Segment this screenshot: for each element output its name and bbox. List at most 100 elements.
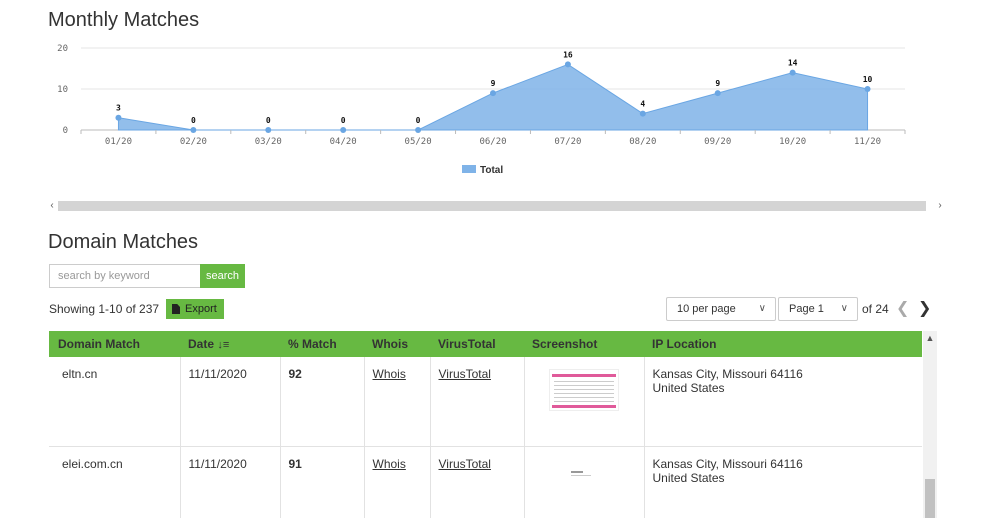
data-point — [639, 110, 646, 117]
header-date-label: Date — [188, 337, 215, 351]
x-tick-label: 07/20 — [554, 137, 581, 147]
per-page-value: 10 per page — [677, 303, 736, 315]
x-tick-label: 11/20 — [854, 137, 881, 147]
search-input[interactable] — [49, 264, 200, 288]
scrollbar-thumb[interactable] — [58, 201, 926, 211]
search-button[interactable]: search — [200, 264, 245, 288]
data-label: 14 — [788, 59, 798, 68]
per-page-select[interactable]: 10 per page ∨ — [666, 297, 776, 321]
match-cell: 91 — [280, 446, 365, 518]
horizontal-scrollbar[interactable]: ‹ › — [46, 200, 946, 212]
location-line: Kansas City, Missouri 64116 — [652, 456, 803, 471]
y-tick-label: 10 — [57, 85, 68, 95]
page-select[interactable]: Page 1 ∨ — [778, 297, 858, 321]
match-cell: 92 — [280, 357, 365, 447]
screenshot-thumbnail[interactable] — [549, 369, 619, 411]
scroll-up-icon[interactable]: ▲ — [925, 333, 935, 343]
domain-matches-title: Domain Matches — [48, 231, 199, 253]
scroll-left-icon[interactable]: ‹ — [50, 200, 54, 211]
header-ip-location[interactable]: IP Location — [644, 331, 922, 357]
data-point — [564, 61, 571, 68]
y-tick-label: 20 — [57, 44, 68, 54]
data-point — [115, 114, 122, 121]
table-row: elei.com.cn 11/11/2020 91 Whois VirusTot… — [49, 446, 922, 518]
whois-link[interactable]: Whois — [372, 367, 406, 381]
vertical-scrollbar[interactable]: ▲ — [923, 331, 937, 518]
vertical-scrollbar-thumb[interactable] — [925, 479, 935, 518]
monthly-matches-chart: 3 0 0 0 0 9 16 4 9 14 10 0 10 20 01/20 02/20 03/20 04/20… — [57, 44, 906, 176]
data-point — [415, 127, 422, 133]
chart-points — [115, 61, 871, 133]
ip-location-cell: Kansas City, Missouri 64116 United State… — [644, 357, 922, 447]
next-page-icon[interactable]: ❯ — [918, 300, 932, 317]
header-match[interactable]: % Match — [280, 331, 364, 357]
data-point — [864, 86, 871, 92]
virustotal-link[interactable]: VirusTotal — [438, 367, 491, 381]
location-line: Kansas City, Missouri 64116 — [652, 367, 803, 381]
sort-desc-icon[interactable]: ↓≡ — [217, 339, 230, 351]
data-label: 0 — [341, 116, 346, 125]
header-virustotal[interactable]: VirusTotal — [430, 331, 524, 357]
screenshot-cell — [524, 446, 645, 518]
data-label: 16 — [563, 50, 573, 59]
location-country: United States — [652, 470, 725, 485]
domain-matches-table: Domain Match Date ↓≡ % Match Whois Virus… — [49, 331, 922, 518]
chart-legend: Total — [462, 165, 503, 176]
chevron-down-icon: ∨ — [840, 303, 848, 314]
date-cell: 11/11/2020 — [180, 446, 281, 518]
series-area-total — [117, 63, 869, 131]
x-tick-label: 05/20 — [405, 137, 432, 147]
header-domain-match[interactable]: Domain Match — [49, 331, 180, 357]
chart-area — [117, 63, 869, 131]
chart-title: Monthly Matches — [48, 9, 200, 31]
data-point — [714, 90, 721, 97]
data-label: 10 — [863, 75, 873, 84]
data-label: 9 — [715, 79, 720, 88]
screenshot-thumbnail[interactable] — [549, 459, 619, 501]
ip-location-cell: Kansas City, Missouri 64116 United State… — [644, 446, 922, 518]
x-tick-label: 01/20 — [105, 137, 132, 147]
chevron-down-icon: ∨ — [758, 303, 766, 314]
screenshot-cell — [524, 357, 645, 447]
location-country: United States — [652, 381, 725, 395]
data-point — [490, 90, 496, 97]
virustotal-link[interactable]: VirusTotal — [438, 456, 491, 471]
data-label: 0 — [266, 116, 271, 125]
x-tick-label: 08/20 — [629, 137, 656, 147]
table-header-row: Domain Match Date ↓≡ % Match Whois Virus… — [49, 331, 922, 357]
chart-axes: 0 10 20 01/20 02/20 03/20 04/20 05/20 06/20 07/20… — [57, 44, 906, 147]
total-pages: of 24 — [862, 302, 889, 316]
export-label: Export — [185, 303, 217, 315]
domain-cell: elei.com.cn — [49, 446, 181, 518]
file-icon — [172, 304, 180, 314]
page-value: Page 1 — [789, 303, 824, 315]
header-date[interactable]: Date ↓≡ — [180, 331, 280, 357]
x-tick-label: 03/20 — [255, 137, 282, 147]
x-tick-label: 09/20 — [704, 137, 731, 147]
header-screenshot[interactable]: Screenshot — [524, 331, 644, 357]
domain-cell: eltn.cn — [49, 357, 181, 447]
scroll-right-icon[interactable]: › — [938, 200, 942, 211]
data-label: 4 — [640, 100, 645, 109]
previous-page-icon[interactable]: ❮ — [896, 300, 910, 317]
data-point — [340, 127, 347, 133]
x-tick-label: 04/20 — [330, 137, 357, 147]
data-label: 0 — [191, 116, 196, 125]
data-label: 9 — [491, 79, 496, 88]
screenshot-header-tab — [546, 327, 620, 333]
data-point — [789, 69, 796, 76]
x-tick-label: 10/20 — [779, 137, 806, 147]
whois-link[interactable]: Whois — [372, 456, 406, 471]
legend-swatch — [462, 165, 476, 173]
data-label: 3 — [116, 104, 121, 113]
results-count: Showing 1-10 of 237 — [49, 302, 160, 316]
x-tick-label: 02/20 — [180, 137, 207, 147]
chart-data-labels: 3 0 0 0 0 9 16 4 9 14 10 — [116, 50, 873, 125]
export-button[interactable]: Export — [166, 299, 224, 319]
header-whois[interactable]: Whois — [364, 331, 430, 357]
date-cell: 11/11/2020 — [180, 357, 281, 447]
table-row: eltn.cn 11/11/2020 92 Whois VirusTotal K… — [49, 357, 922, 447]
y-tick-label: 0 — [63, 126, 68, 136]
data-label: 0 — [416, 116, 421, 125]
data-point — [190, 127, 197, 133]
